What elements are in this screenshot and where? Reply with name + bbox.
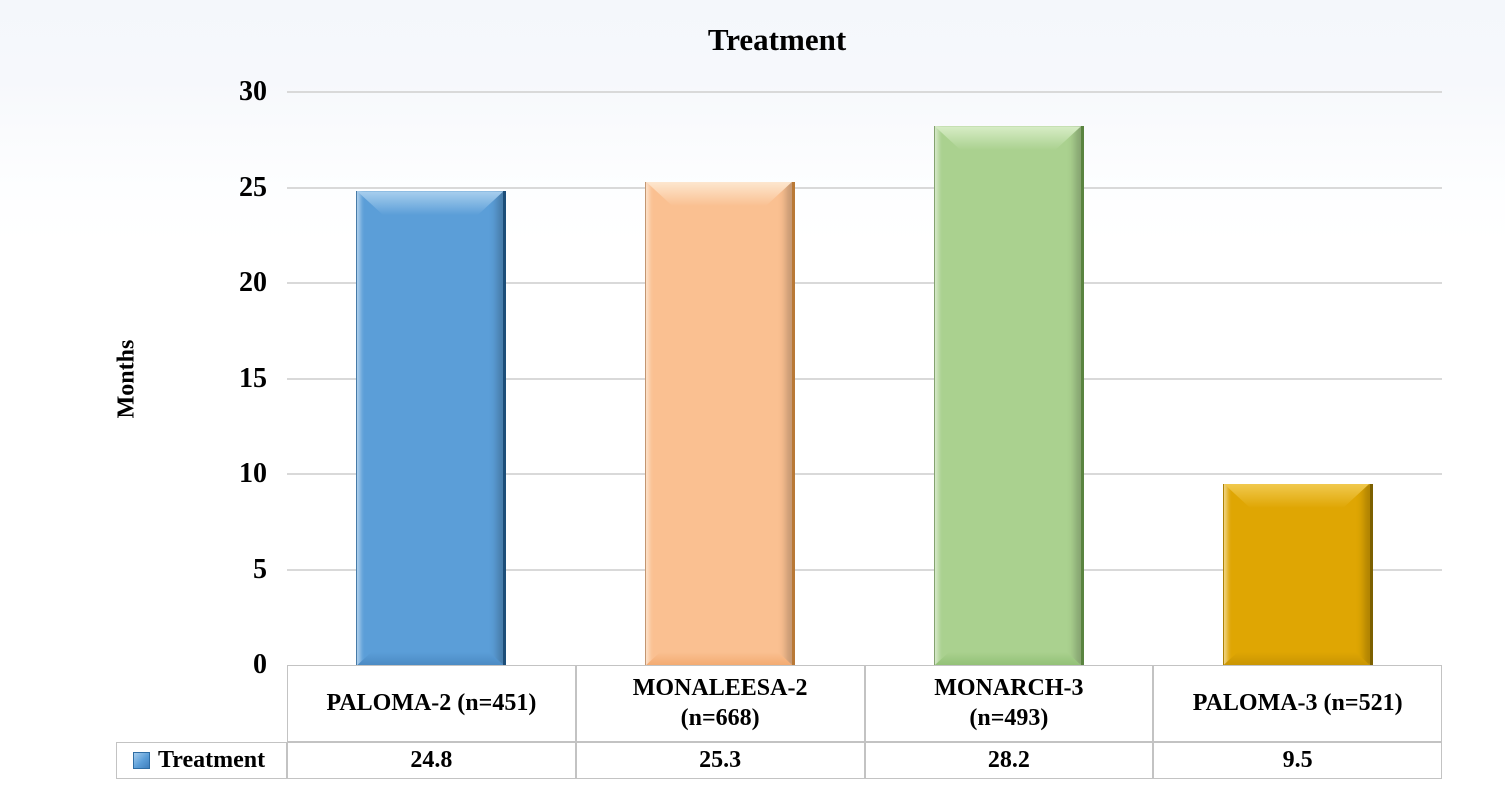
- bar-bottom-bevel: [1224, 652, 1370, 665]
- y-tick-label: 0: [253, 649, 267, 680]
- category-header-cell: MONARCH-3 (n=493): [864, 665, 1154, 742]
- category-label: (n=493): [969, 704, 1049, 731]
- y-tick-label: 25: [239, 171, 267, 203]
- y-axis-title: Months: [113, 339, 140, 419]
- bar: [645, 181, 796, 665]
- value-cell: 25.3: [575, 742, 865, 779]
- category-label: MONARCH-3: [934, 675, 1084, 702]
- y-tick-label: 10: [239, 458, 267, 489]
- bar-top-bevel: [357, 191, 503, 215]
- gridline: [287, 282, 1442, 284]
- gridline: [287, 473, 1442, 475]
- value-cell: 24.8: [287, 742, 576, 779]
- y-tick-label: 20: [239, 267, 267, 298]
- category-label: PALOMA-2 (n=451): [326, 689, 537, 716]
- category-header-cell: PALOMA-2 (n=451): [287, 665, 576, 742]
- y-tick-label: 15: [239, 362, 267, 394]
- legend-cell: Treatment: [116, 742, 287, 779]
- y-tick-label: 5: [253, 553, 267, 585]
- gridline: [287, 91, 1442, 93]
- bar-top-bevel: [935, 126, 1081, 150]
- chart-title: Treatment: [707, 22, 847, 57]
- category-label: (n=668): [680, 704, 760, 731]
- y-tick-label: 30: [239, 76, 267, 107]
- category-label: PALOMA-3 (n=521): [1192, 689, 1403, 716]
- value-label: 28.2: [987, 746, 1030, 773]
- bar-top-bevel: [646, 182, 792, 206]
- gridline: [287, 377, 1442, 380]
- legend-key-icon: [133, 752, 150, 769]
- value-cell: 9.5: [1153, 742, 1442, 779]
- category-header-cell: MONALEESA-2 (n=668): [575, 665, 865, 742]
- bar-bottom-bevel: [935, 652, 1081, 665]
- value-label: 24.8: [410, 746, 453, 773]
- bar: [933, 126, 1084, 665]
- category-header-cell: PALOMA-3 (n=521): [1153, 665, 1442, 742]
- bar: [1222, 483, 1373, 665]
- bar: [356, 191, 507, 665]
- value-label: 25.3: [699, 746, 742, 773]
- value-cell: 28.2: [864, 742, 1154, 779]
- gridline: [287, 568, 1442, 571]
- legend-label: Treatment: [158, 746, 266, 773]
- bar-bottom-bevel: [646, 652, 792, 665]
- bar-bottom-bevel: [357, 652, 503, 665]
- value-label: 9.5: [1282, 746, 1313, 773]
- bar-top-bevel: [1224, 484, 1370, 508]
- gridline: [287, 186, 1442, 189]
- category-label: MONALEESA-2: [632, 675, 808, 702]
